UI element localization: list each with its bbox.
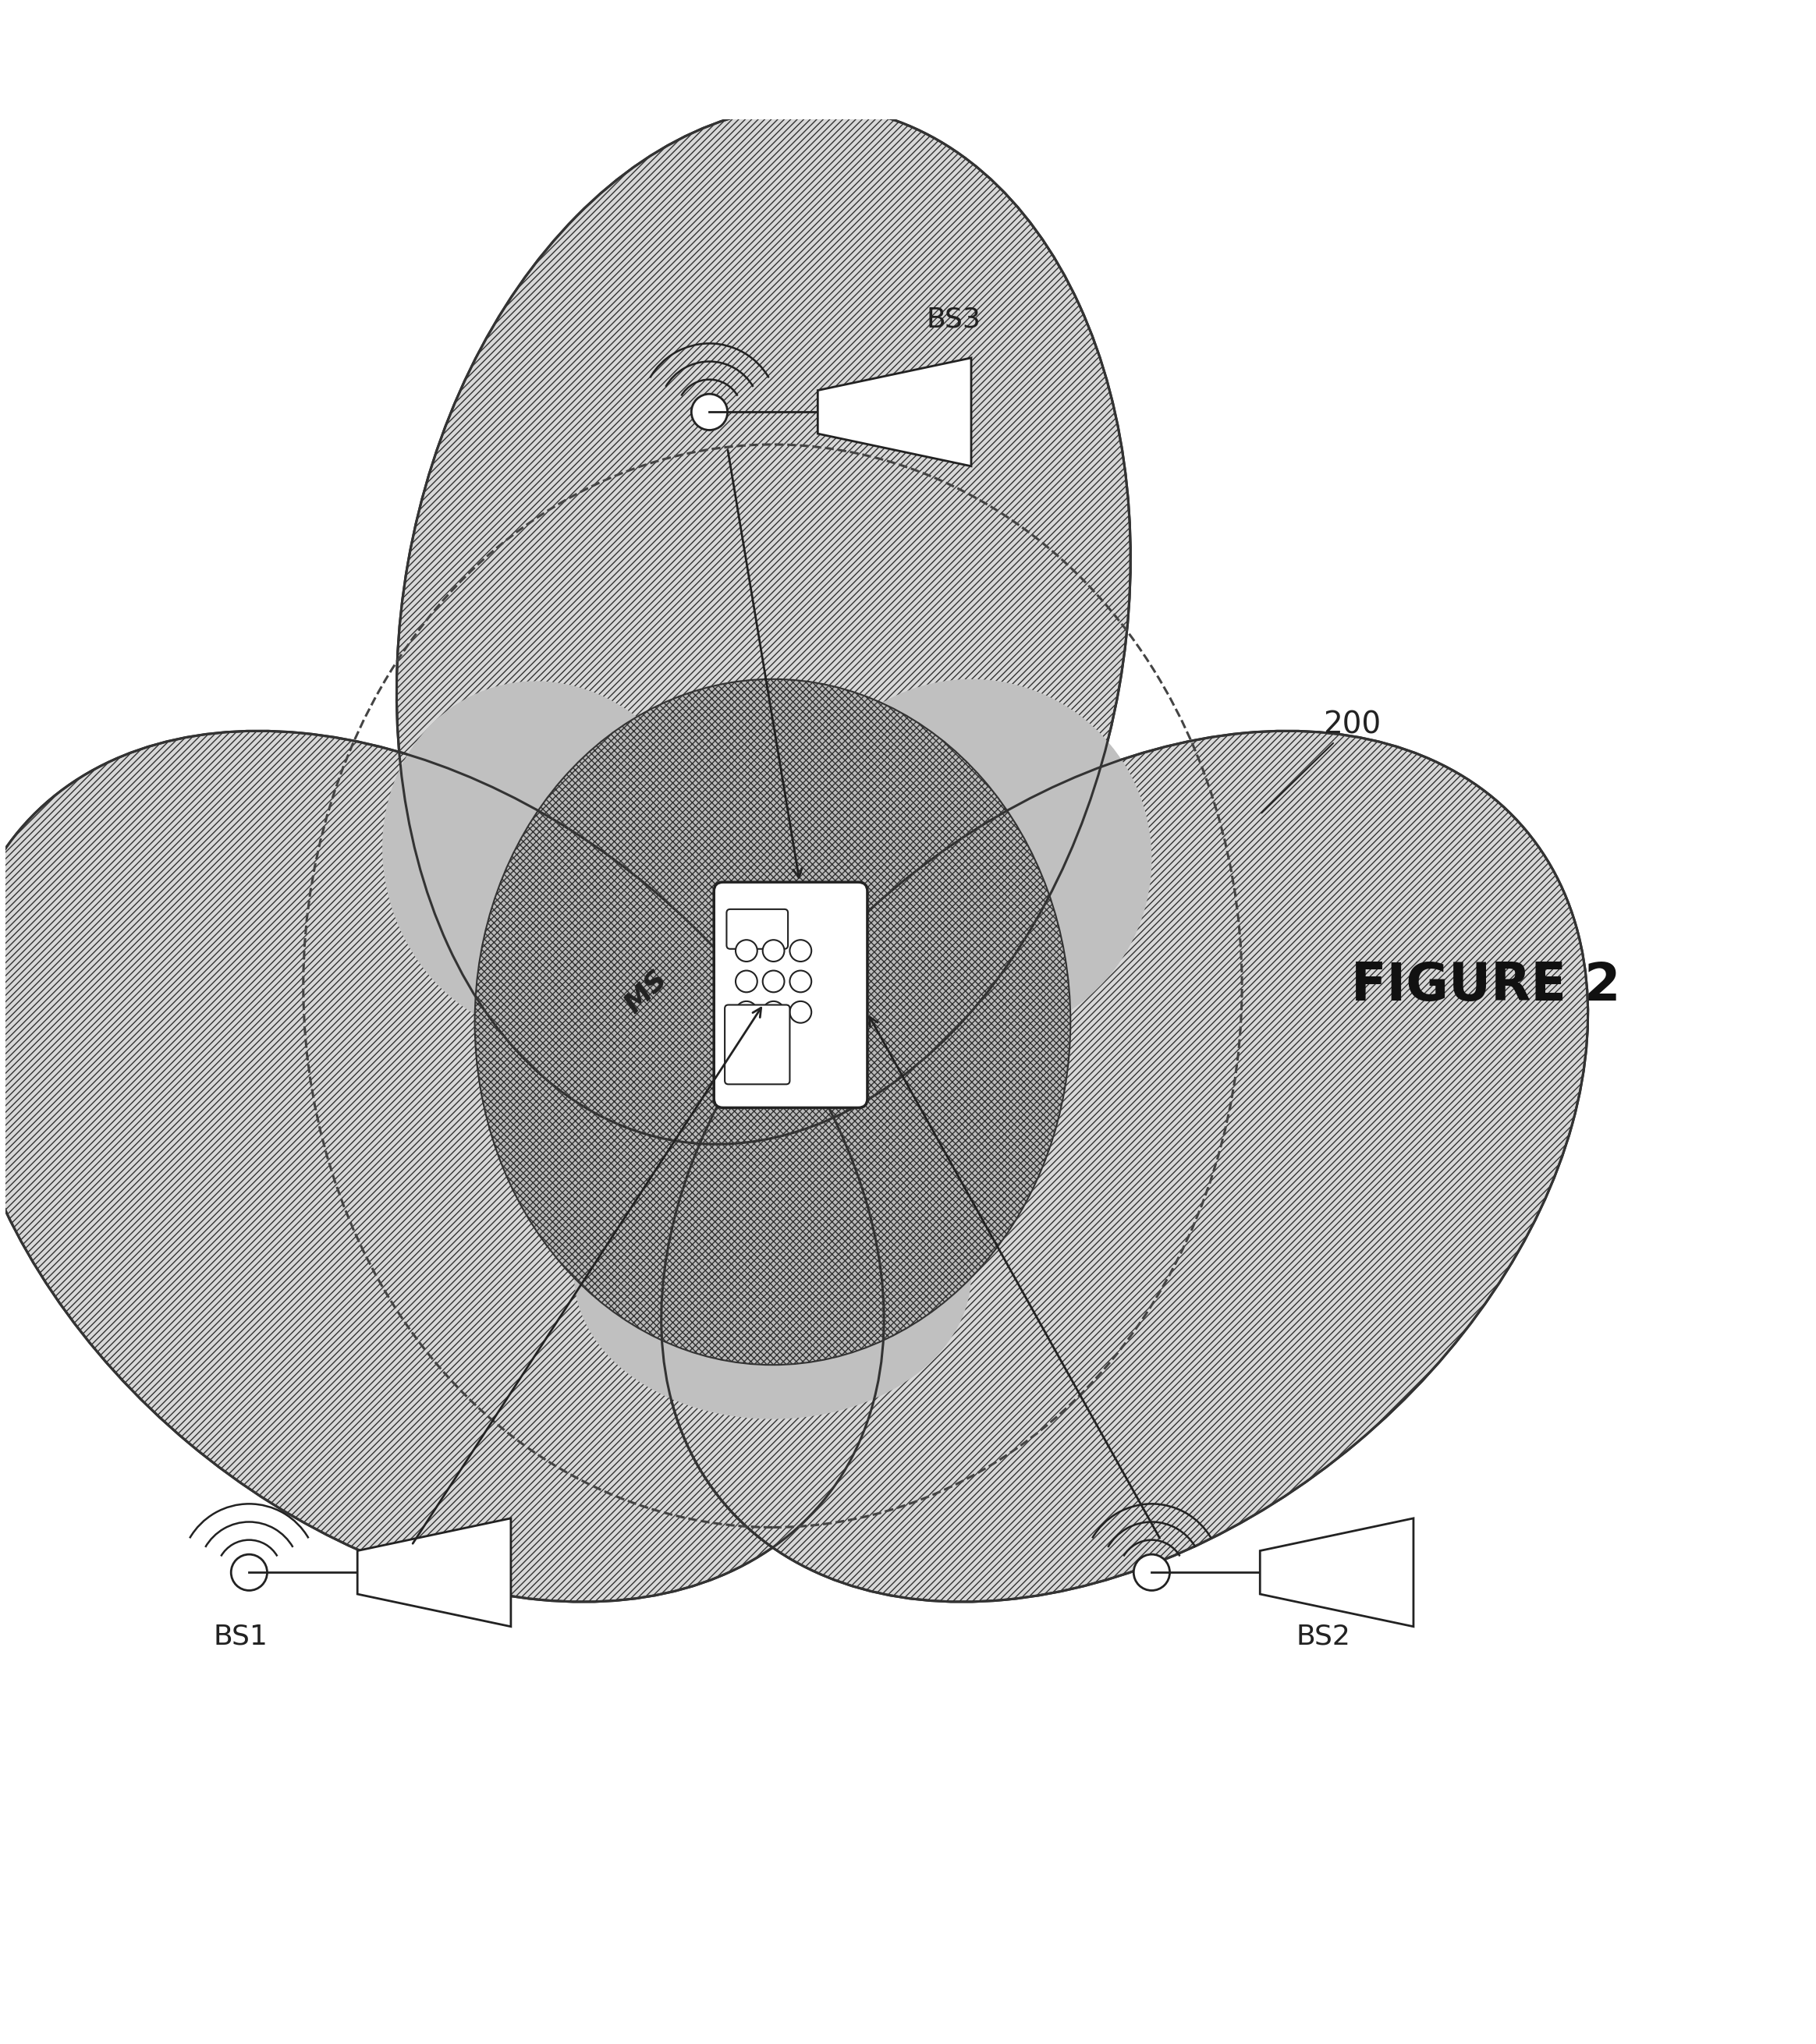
Text: BS2: BS2 [1297, 1623, 1351, 1650]
Ellipse shape [474, 679, 1070, 1365]
Circle shape [735, 971, 757, 991]
FancyBboxPatch shape [725, 1006, 790, 1083]
Text: MS: MS [619, 965, 672, 1018]
Circle shape [790, 971, 812, 991]
Circle shape [692, 394, 728, 429]
FancyBboxPatch shape [714, 883, 868, 1108]
Text: FIGURE 2: FIGURE 2 [1351, 961, 1620, 1012]
Ellipse shape [0, 732, 884, 1602]
Text: 200: 200 [1262, 709, 1382, 814]
Circle shape [763, 940, 785, 961]
Ellipse shape [383, 681, 712, 1038]
Circle shape [763, 1002, 785, 1022]
Circle shape [1133, 1553, 1170, 1590]
Circle shape [735, 1002, 757, 1022]
Circle shape [790, 1002, 812, 1022]
Text: BS1: BS1 [212, 1623, 267, 1650]
Circle shape [790, 940, 812, 961]
Circle shape [231, 1553, 267, 1590]
Polygon shape [1260, 1519, 1413, 1627]
Circle shape [763, 971, 785, 991]
Ellipse shape [661, 732, 1587, 1602]
Ellipse shape [396, 106, 1131, 1145]
Polygon shape [817, 358, 972, 466]
Circle shape [735, 940, 757, 961]
Polygon shape [358, 1519, 510, 1627]
Text: BS3: BS3 [926, 307, 981, 333]
Ellipse shape [790, 679, 1151, 1040]
FancyBboxPatch shape [726, 910, 788, 948]
Ellipse shape [574, 1130, 972, 1419]
